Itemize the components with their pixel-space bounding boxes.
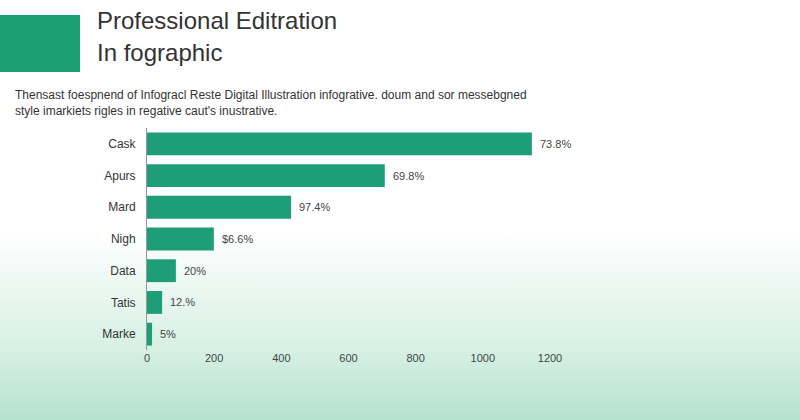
- svg-text:800: 800: [406, 352, 424, 364]
- svg-text:97.4%: 97.4%: [299, 201, 330, 213]
- svg-text:Professional EditrationIn fogr: Professional EditrationIn fographic: [97, 7, 337, 65]
- svg-text:20%: 20%: [184, 265, 206, 277]
- svg-text:Data: Data: [110, 264, 136, 278]
- svg-text:Cask: Cask: [108, 137, 136, 151]
- svg-text:1200: 1200: [538, 352, 562, 364]
- svg-text:Tatis: Tatis: [111, 296, 136, 310]
- svg-text:69.8%: 69.8%: [393, 170, 424, 182]
- svg-text:73.8%: 73.8%: [540, 138, 571, 150]
- svg-text:Nigh: Nigh: [111, 232, 136, 246]
- svg-text:400: 400: [272, 352, 290, 364]
- svg-text:200: 200: [205, 352, 223, 364]
- svg-text:0: 0: [144, 352, 150, 364]
- svg-text:Mard: Mard: [108, 200, 135, 214]
- svg-text:Marke: Marke: [102, 327, 136, 341]
- svg-text:Thensast foespnend of Infograc: Thensast foespnend of Infogracl Reste Di…: [15, 88, 527, 118]
- svg-text:600: 600: [339, 352, 357, 364]
- svg-text:Apurs: Apurs: [104, 169, 135, 183]
- svg-text:$6.6%: $6.6%: [222, 233, 253, 245]
- svg-text:1000: 1000: [471, 352, 495, 364]
- svg-text:12.%: 12.%: [170, 296, 195, 308]
- svg-text:5%: 5%: [160, 328, 176, 340]
